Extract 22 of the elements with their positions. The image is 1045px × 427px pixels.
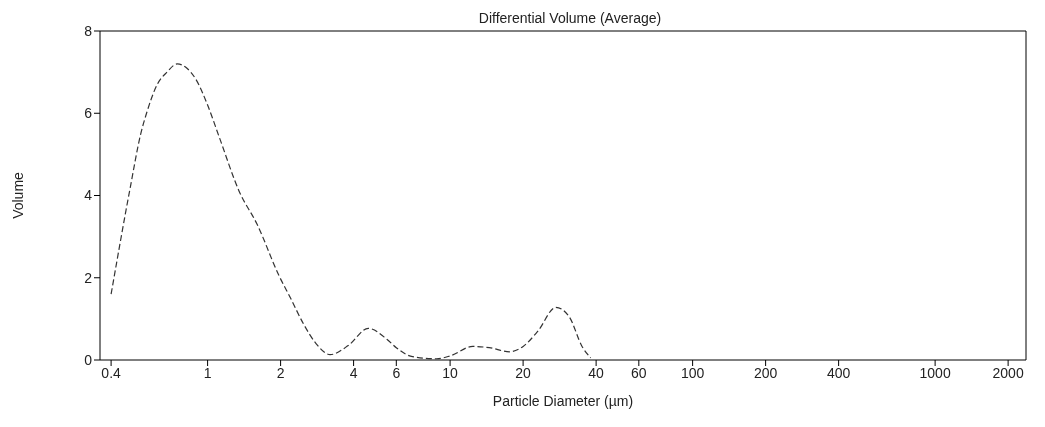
x-tick-label: 400 [826,364,851,381]
x-tick-label: 0.4 [101,364,122,381]
y-tick-label: 8 [84,22,93,39]
x-tick-label: 20 [515,364,532,381]
x-tick-label: 200 [753,364,778,381]
y-axis-title: Volume [9,171,26,219]
x-tick-label: 1000 [919,364,951,381]
x-tick-label: 100 [680,364,705,381]
x-tick-label: 1 [203,364,212,381]
x-tick-label: 40 [588,364,605,381]
y-tick-label: 0 [84,351,93,368]
y-tick-label: 4 [84,187,93,204]
x-tick-label: 2 [276,364,285,381]
x-axis-title: Particle Diameter (µm) [492,393,634,409]
x-tick-label: 2000 [992,364,1024,381]
x-tick-label: 60 [631,364,647,381]
x-tick-label: 10 [442,364,459,381]
x-tick-label: 6 [392,364,401,381]
y-tick-label: 6 [84,105,93,122]
x-tick-label: 4 [349,364,358,381]
chart-title: Differential Volume (Average) [477,10,663,26]
y-tick-label: 2 [84,269,93,286]
